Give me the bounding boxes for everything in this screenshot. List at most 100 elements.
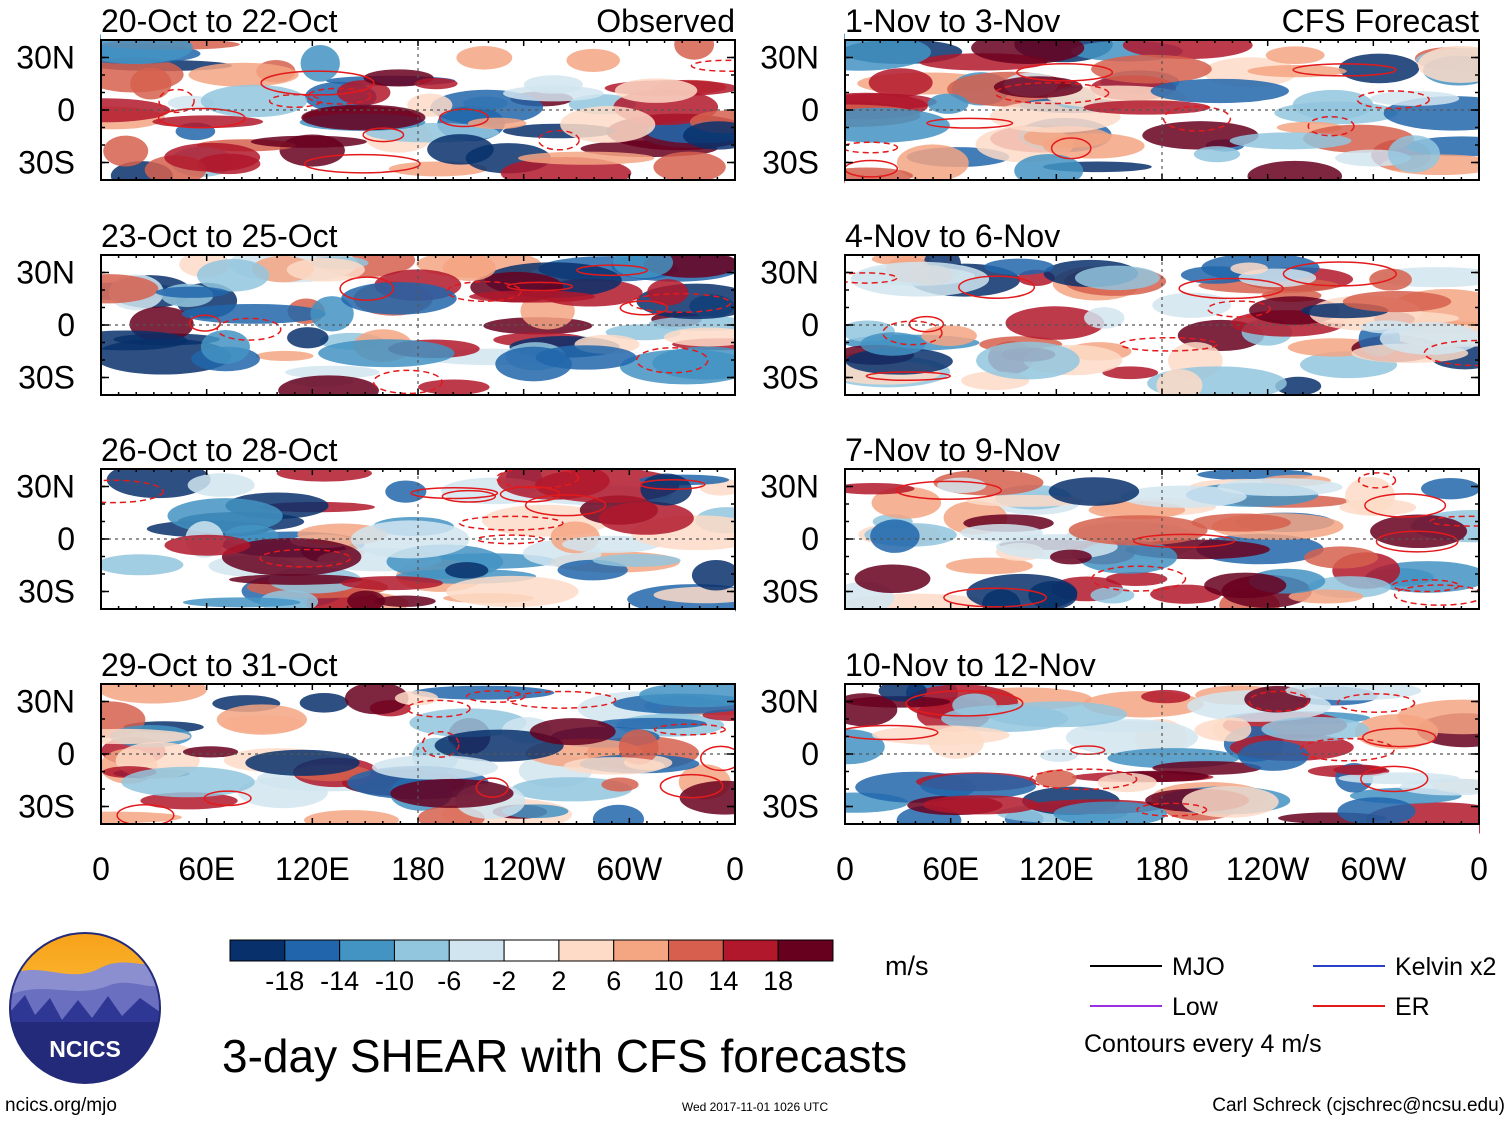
lat-label: 0: [801, 521, 819, 557]
lat-label: 0: [57, 307, 75, 343]
colorbar-swatch: [339, 939, 395, 962]
colorbar-units: m/s: [885, 951, 929, 981]
footer-url: ncics.org/mjo: [5, 1095, 117, 1116]
panel-7: 30N 0 30S 7-Nov to 9-Nov: [755, 429, 1510, 640]
colorbar-swatch: [558, 939, 615, 962]
grid-lines: [101, 40, 735, 180]
panel-ticks: [844, 39, 1480, 181]
legend-label: MJO: [1172, 953, 1225, 981]
lat-label: 30N: [760, 255, 819, 291]
figure-title: 3-day SHEAR with CFS forecasts: [222, 1030, 907, 1082]
colorbar-swatch: [722, 939, 779, 962]
colorbar-tick-label: 6: [606, 966, 621, 996]
er-contours: [157, 59, 765, 174]
grid-lines: [101, 469, 735, 609]
panel-4: 30N 0 30S 29-Oct to 31-Oct: [11, 644, 836, 855]
shear-field: [44, 676, 802, 834]
lon-tick-label: 0: [726, 851, 744, 887]
panel-ticks: [100, 468, 736, 610]
colorbar-swatch: [448, 939, 505, 962]
colorbar-swatch: [777, 939, 834, 962]
legend-note: Contours every 4 m/s: [1084, 1030, 1322, 1058]
panel-5: 30N 0 30S 1-Nov to 3-Nov CFS Forecast: [755, 0, 1510, 211]
colorbar-tick-label: -6: [437, 966, 461, 996]
lon-tick-label: 120E: [275, 851, 350, 887]
legend-label: Kelvin x2: [1395, 953, 1496, 981]
panel-3: 30N 0 30S 26-Oct to 28-Oct: [11, 429, 836, 640]
panel-title: 20-Oct to 22-Oct: [101, 3, 338, 39]
panel-6: 30N 0 30S 4-Nov to 6-Nov: [755, 215, 1510, 426]
panel-title: 10-Nov to 12-Nov: [845, 647, 1096, 683]
colorbar-swatch: [284, 939, 341, 962]
panel-ticks: [100, 683, 736, 825]
footer-timestamp: Wed 2017-11-01 1026 UTC: [682, 1100, 829, 1114]
legend-label: Low: [1172, 993, 1219, 1021]
er-contours: [833, 261, 1510, 382]
lon-tick-label: 120W: [1226, 851, 1310, 887]
panel-ticks: [100, 39, 736, 181]
er-contours: [895, 472, 1510, 608]
panel-ticks: [844, 254, 1480, 396]
lon-tick-label: 180: [391, 851, 444, 887]
lat-label: 0: [801, 307, 819, 343]
colorbar-tick-label: -10: [375, 966, 414, 996]
shear-field: [831, 468, 1510, 621]
panel-ticks: [100, 254, 736, 396]
grid-lines: [845, 684, 1479, 824]
panel-title: 4-Nov to 6-Nov: [845, 218, 1060, 254]
lon-tick-label: 60E: [922, 851, 979, 887]
colorbar-tick-label: 18: [763, 966, 793, 996]
grid-lines: [101, 684, 735, 824]
lat-label: 30N: [16, 255, 75, 291]
lat-label: 30S: [762, 360, 819, 396]
panel-title: 26-Oct to 28-Oct: [101, 432, 338, 468]
lon-tick-label: 120E: [1019, 851, 1094, 887]
logo-text: NCICS: [49, 1036, 121, 1062]
panel-ticks: [844, 468, 1480, 610]
panel-title: 29-Oct to 31-Oct: [101, 647, 338, 683]
lat-label: 30N: [16, 40, 75, 76]
column-label: CFS Forecast: [1282, 3, 1479, 39]
lat-label: 30S: [18, 574, 75, 610]
legend: MJO Kelvin x2 Low ER: [1090, 953, 1496, 1021]
lat-label: 30S: [18, 360, 75, 396]
er-contours: [841, 62, 1430, 178]
lat-label: 30N: [760, 684, 819, 720]
lon-tick-label: 0: [92, 851, 110, 887]
lon-tick-label: 60W: [596, 851, 663, 887]
legend-label: ER: [1395, 993, 1430, 1021]
colorbar-tick-label: 2: [551, 966, 566, 996]
lat-label: 30S: [762, 145, 819, 181]
colorbar-swatch: [393, 939, 450, 962]
er-contours: [188, 264, 732, 395]
grid-lines: [845, 40, 1479, 180]
colorbar-tick-label: -18: [265, 966, 304, 996]
lat-label: 30S: [18, 145, 75, 181]
grid-lines: [845, 255, 1479, 395]
lat-label: 0: [57, 92, 75, 128]
lat-label: 0: [801, 92, 819, 128]
colorbar-tick-label: -2: [492, 966, 516, 996]
panel-8: 30N 0 30S 10-Nov to 12-Nov: [755, 644, 1510, 855]
ncics-logo: NCICS: [9, 932, 161, 1084]
panel-ticks: [844, 683, 1480, 825]
panel-title: 7-Nov to 9-Nov: [845, 432, 1060, 468]
lat-label: 30S: [762, 574, 819, 610]
colorbar: -18 -14 -10 -6 -2 2 6 10 14 18: [229, 939, 834, 996]
shear-field: [825, 246, 1510, 402]
footer-credit: Carl Schreck (cjschrec@ncsu.edu): [1212, 1095, 1505, 1116]
lon-tick-label: 60W: [1340, 851, 1407, 887]
lon-tick-label: 60E: [178, 851, 235, 887]
colorbar-swatch: [613, 939, 670, 962]
colorbar-swatch: [503, 939, 560, 962]
lat-label: 0: [801, 736, 819, 772]
panel-grid: 30N 0 30S 20-Oct to 22-Oct Observed 30N 0 30S 23…: [11, 0, 1510, 855]
panel-1: 30N 0 30S 20-Oct to 22-Oct Observed: [11, 0, 836, 211]
colorbar-tick-label: 10: [654, 966, 684, 996]
lat-label: 30N: [16, 684, 75, 720]
lat-label: 30N: [760, 469, 819, 505]
lon-tick-label: 180: [1135, 851, 1188, 887]
panel-title: 1-Nov to 3-Nov: [845, 3, 1060, 39]
lon-tick-label: 120W: [482, 851, 566, 887]
